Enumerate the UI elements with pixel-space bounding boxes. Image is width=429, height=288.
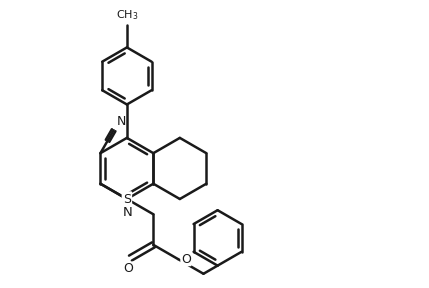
Text: N: N	[123, 206, 133, 219]
Text: N: N	[117, 115, 126, 128]
Text: S: S	[123, 192, 131, 206]
Text: O: O	[181, 253, 191, 266]
Text: O: O	[124, 262, 133, 275]
Text: CH$_3$: CH$_3$	[116, 8, 138, 22]
